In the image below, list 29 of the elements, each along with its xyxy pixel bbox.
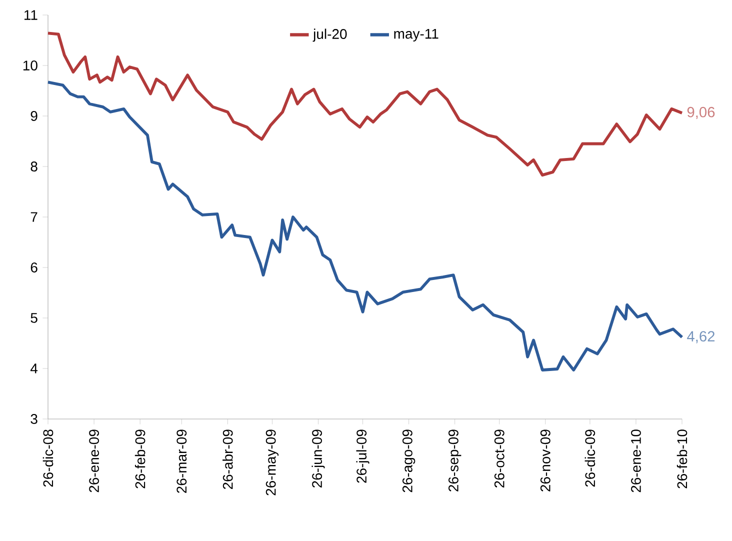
- x-tick-label: 26-may-09: [266, 430, 279, 496]
- x-tick-label: 26-nov-09: [540, 430, 550, 492]
- x-tick-label: 26-feb-09: [134, 430, 146, 488]
- x-tick-label: 26-jul-09: [356, 430, 370, 483]
- y-tick-label: 6: [30, 262, 38, 272]
- x-tick-label: 26-feb-10: [676, 430, 688, 488]
- x-tick-label: 26-ene-10: [631, 430, 641, 492]
- x-tick-label: 26-oct-09: [494, 430, 504, 488]
- x-tick-label: 26-jun-09: [312, 430, 325, 488]
- legend-label: may-11: [394, 28, 438, 42]
- line-series: [46, 80, 684, 372]
- y-tick-label: 9: [30, 111, 38, 121]
- x-tick-label: 26-dic-09: [584, 430, 596, 487]
- x-tick-label: 26-ago-09: [402, 430, 416, 492]
- annotation: 4,62: [687, 331, 715, 344]
- y-tick-label: 11: [24, 10, 38, 20]
- y-tick-label: 4: [30, 364, 38, 374]
- y-tick-label: 8: [30, 162, 38, 172]
- legend-label: jul-20: [312, 28, 347, 42]
- x-tick-label: 26-dic-08: [42, 430, 54, 487]
- x-tick-label: 26-sep-09: [448, 430, 462, 492]
- x-tick-label: 26-ene-09: [89, 430, 99, 492]
- x-tick-label: 26-mar-09: [176, 430, 187, 493]
- x-tick-label: 26-abr-09: [222, 430, 233, 490]
- annotation: 9,06: [687, 106, 715, 120]
- y-tick-label: 7: [30, 212, 38, 222]
- y-tick-label: 5: [30, 313, 38, 323]
- y-tick-label: 10: [23, 60, 38, 70]
- y-tick-label: 3: [30, 414, 38, 424]
